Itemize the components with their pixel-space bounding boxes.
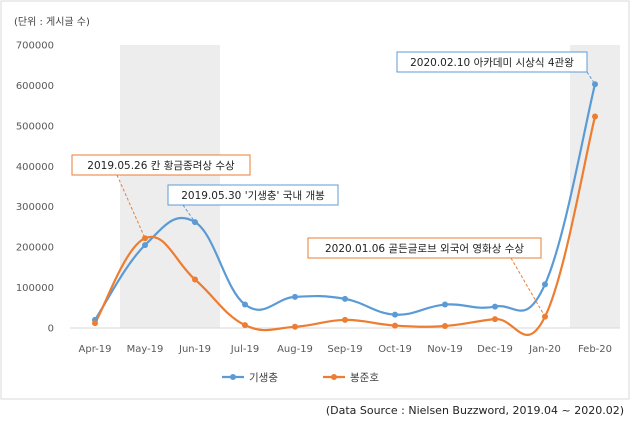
annotation-box [307,237,542,259]
legend-label: 봉준호 [350,372,379,384]
annotation-box [167,184,339,206]
data-point [192,276,198,283]
annotation-text: 2020.01.06 골든글로브 외국어 영화상 수상 [325,243,524,255]
x-tick-label: Dec-19 [477,344,513,355]
annotation-leader [510,257,546,317]
x-tick-label: May-19 [127,344,164,355]
data-point [242,322,248,329]
source-note: (Data Source : Nielsen Buzzword, 2019.04… [326,404,624,417]
annotation-text: 2019.05.30 '기생충' 국내 개봉 [181,190,325,202]
y-tick-label: 200000 [16,243,54,254]
x-tick-label: Oct-19 [378,344,412,355]
x-tick-label: Jul-19 [230,344,259,355]
annotation-leader [182,204,196,223]
data-point [392,311,398,318]
annotation-box [396,51,588,73]
data-point [592,113,598,120]
data-point [542,281,548,288]
y-tick-label: 600000 [16,81,54,92]
y-axis-ticks: 0 100000 200000 300000 400000 500000 600000 700… [16,41,54,335]
data-point [542,313,548,320]
legend-label: 기생충 [249,372,278,384]
shaded-band [570,45,620,328]
data-point [442,322,448,329]
y-tick-label: 300000 [16,202,54,213]
annotation-text: 2019.05.26 칸 황금종려상 수상 [87,160,235,172]
data-point [442,301,448,308]
y-tick-label: 500000 [16,121,54,132]
data-points [92,81,598,330]
legend-marker [331,374,337,380]
data-point [592,81,598,88]
data-point [492,316,498,323]
y-tick-label: 100000 [16,283,54,294]
shaded-bands [120,45,620,328]
data-point [392,322,398,329]
annotations: 2020.02.10 아카데미 시상식 4관왕 2019.05.26 칸 황금종려… [71,51,588,259]
legend-marker [230,374,236,380]
series-line [94,116,597,336]
y-tick-label: 400000 [16,162,54,173]
data-point [292,323,298,330]
x-tick-label: Aug-19 [277,344,313,355]
y-tick-label: 700000 [16,41,54,52]
x-tick-label: Jun-19 [178,344,211,355]
x-tick-label: Sep-19 [327,344,362,355]
x-tick-label: Feb-20 [578,344,612,355]
annotation-text: 2020.02.10 아카데미 시상식 4관왕 [410,57,574,69]
data-point [292,293,298,300]
unit-label: (단위 : 게시글 수) [14,15,90,28]
data-point [492,303,498,310]
x-axis-ticks: Apr-19 May-19 Jun-19 Jul-19 Aug-19 Sep-19 Oct-… [79,344,613,355]
data-point [92,320,98,327]
annotation-leader [116,174,146,239]
data-point [342,295,348,302]
data-point [242,301,248,308]
data-point [142,242,148,249]
annotation-box [71,154,251,176]
x-tick-label: Jan-20 [528,344,561,355]
y-tick-label: 0 [48,324,54,335]
data-point [192,219,198,226]
data-point [142,235,148,242]
legend: 기생충 봉준호 [222,372,379,384]
x-tick-label: Apr-19 [79,344,112,355]
data-point [342,316,348,323]
x-tick-label: Nov-19 [427,344,463,355]
